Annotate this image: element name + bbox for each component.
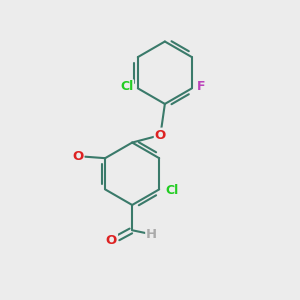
Text: O: O: [106, 234, 117, 247]
Text: Cl: Cl: [120, 80, 133, 93]
Text: H: H: [146, 228, 157, 241]
Text: Cl: Cl: [165, 184, 178, 197]
Text: O: O: [72, 150, 83, 163]
Text: F: F: [197, 80, 206, 93]
Text: O: O: [155, 129, 166, 142]
